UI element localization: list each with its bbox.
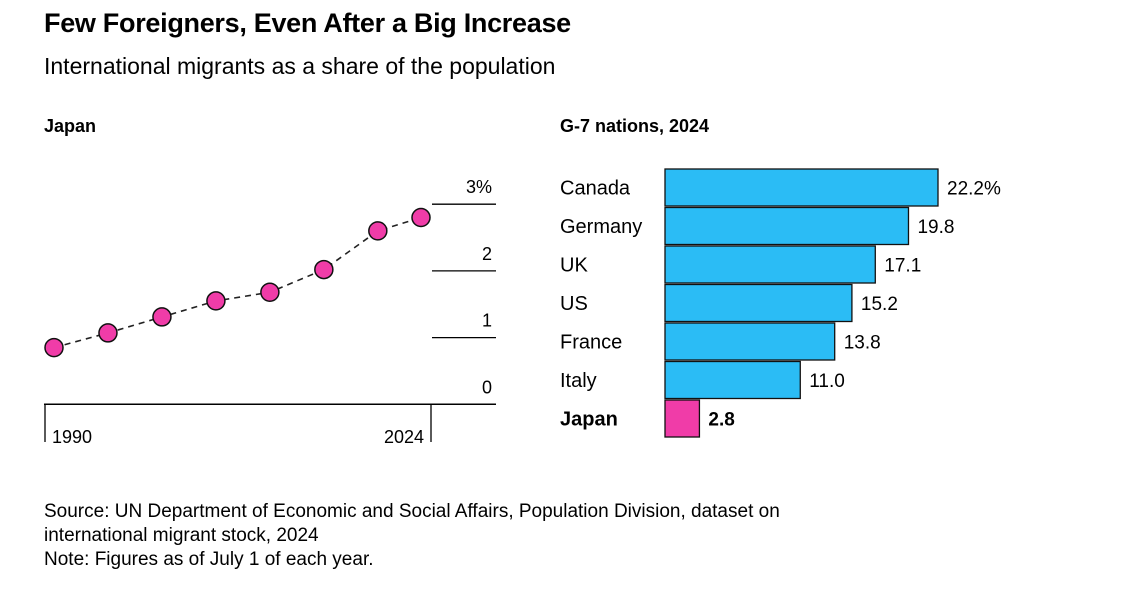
category-label: US (560, 293, 588, 315)
source-text-cont: international migrant stock, 2024 (44, 525, 319, 546)
bar (664, 360, 801, 400)
y-tick-label: 0 (482, 377, 492, 397)
category-label: France (560, 331, 622, 353)
category-label: Canada (560, 177, 631, 199)
line-chart: 0 1 2 3% 1990 2024 (44, 177, 496, 447)
category-label: Germany (560, 216, 642, 238)
data-point (260, 282, 280, 302)
data-label: 17.1 (884, 255, 921, 276)
note-text: Note: Figures as of July 1 of each year. (44, 549, 374, 570)
data-label: 13.8 (844, 332, 881, 353)
bar-panel-title: G-7 nations, 2024 (560, 116, 710, 136)
chart-title: Few Foreigners, Even After a Big Increas… (44, 8, 571, 38)
bar (664, 399, 701, 438)
data-label: 11.0 (809, 371, 845, 392)
bar (664, 206, 910, 246)
y-tick-label: 3% (466, 177, 492, 197)
y-tick-label: 1 (482, 311, 492, 331)
data-point (206, 291, 226, 311)
source-text: Source: UN Department of Economic and So… (44, 501, 780, 522)
y-tick-label: 2 (482, 244, 492, 264)
data-point (411, 207, 431, 228)
data-point (314, 259, 334, 280)
bar (664, 322, 836, 361)
line-panel-title: Japan (44, 116, 97, 136)
data-label: 19.8 (917, 217, 954, 238)
footnotes: Source: UN Department of Economic and So… (44, 500, 780, 572)
x-tick-label: 2024 (384, 427, 424, 447)
data-label: 2.8 (708, 409, 734, 430)
category-label: Italy (560, 370, 597, 392)
data-label: 22.2% (947, 178, 1001, 199)
bar (664, 245, 876, 284)
data-point (368, 221, 388, 241)
category-label: Japan (560, 408, 618, 430)
bar (664, 168, 939, 207)
data-point (152, 307, 172, 327)
bar-chart: Canada 22.2% Germany 19.8 UK 17.1 US 15.2 France… (560, 168, 1001, 438)
chart-subtitle: International migrants as a share of the… (44, 53, 556, 79)
data-point (98, 323, 118, 343)
category-label: UK (560, 254, 588, 276)
data-label: 15.2 (861, 294, 898, 315)
data-point (44, 337, 64, 358)
bar (664, 283, 853, 323)
x-tick-label: 1990 (52, 427, 92, 447)
